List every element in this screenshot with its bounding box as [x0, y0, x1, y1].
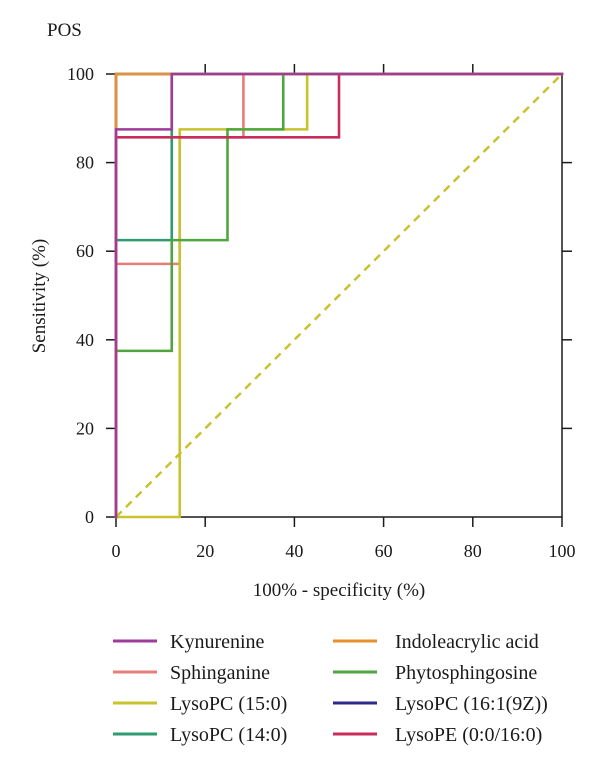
y-tick-label-40: 40 [76, 330, 94, 350]
legend-label-lysopc-15-0: LysoPC (15:0) [170, 693, 287, 715]
legend-label-sphinganine: Sphinganine [170, 662, 270, 684]
x-tick-label-40: 40 [285, 541, 303, 561]
legend-label-indoleacrylic-acid: Indoleacrylic acid [395, 631, 539, 653]
reference-diagonal-line [115, 73, 563, 518]
y-tick-label-80: 80 [76, 153, 94, 173]
legend-label-lysopc-14-0: LysoPC (14:0) [170, 724, 287, 746]
legend-label-lysope-0-0-16-0: LysoPE (0:0/16:0) [395, 724, 542, 746]
legend-label-lysopc-16-1-9z: LysoPC (16:1(9Z)) [395, 693, 548, 715]
y-tick-label-100: 100 [67, 64, 94, 84]
x-tick-label-100: 100 [549, 541, 576, 561]
roc-curve-phytosphingosine [114, 72, 564, 519]
legend-label-phytosphingosine: Phytosphingosine [395, 662, 537, 684]
y-tick-label-0: 0 [85, 507, 94, 527]
x-tick-label-0: 0 [112, 541, 121, 561]
y-axis-label: Sensitivity (%) [29, 239, 50, 354]
y-tick-label-20: 20 [76, 418, 94, 438]
axis-ticks: 0 20 40 60 80 100 0 20 40 60 80 100 [67, 64, 576, 561]
chart-title: POS [47, 20, 82, 41]
legend: Kynurenine Sphinganine LysoPC (15:0) LysoPC… [113, 631, 548, 746]
x-tick-label-20: 20 [196, 541, 214, 561]
x-tick-label-80: 80 [464, 541, 482, 561]
legend-label-kynurenine: Kynurenine [170, 631, 265, 653]
x-tick-label-60: 60 [375, 541, 393, 561]
y-tick-label-60: 60 [76, 241, 94, 261]
roc-curves [114, 72, 564, 519]
roc-curve-kynurenine [114, 72, 564, 519]
x-axis-label: 100% - specificity (%) [253, 580, 426, 601]
